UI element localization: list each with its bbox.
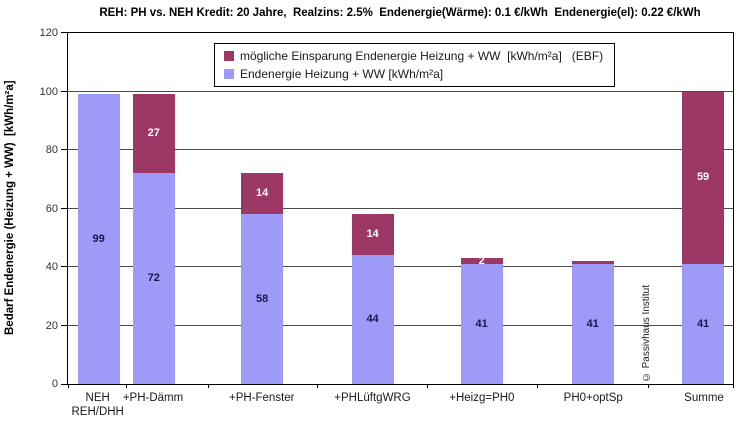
gridline [68,324,733,326]
y-tick-mark [61,384,68,385]
bar-value-label: 2 [478,254,485,267]
bar-segment-endenergie: 99 [77,94,120,384]
y-tick-mark [61,266,68,268]
x-tick-mark [68,384,69,388]
bar-segment-savings: 14 [351,214,394,256]
x-tick-mark [317,384,319,388]
bar-segment-endenergie: 41 [460,264,503,384]
legend-label-endenergie: Endenergie Heizung + WW [kWh/m²a] [240,67,444,81]
bar-4: 44 14 [351,33,394,384]
y-tick-label: 100 [39,85,58,98]
gridline [68,207,733,209]
bar-segment-endenergie: 41 [571,264,614,384]
bar-value-label: 14 [256,187,269,200]
x-category-label: +PHLüftgWRG [334,392,411,404]
bar-segment-savings: 2 [460,254,503,267]
x-axis-labels: NEH REH/DHH +PH-Dämm +PH-Fenster +PHLüftgWRG… [67,391,734,427]
x-tick-mark [537,384,539,388]
bar-value-label: 14 [366,228,379,241]
bar-segment-endenergie: 41 [682,264,725,384]
legend-item-endenergie: Endenergie Heizung + WW [kWh/m²a] [224,67,603,81]
y-tick-mark [61,32,68,33]
x-tick-mark [427,384,429,388]
y-tick-mark [61,149,68,151]
x-category-label: NEH REH/DHH [71,392,124,418]
bar-value-label: 41 [696,317,710,330]
bar-5: 41 2 [460,33,503,384]
y-tick-label: 120 [39,27,58,39]
bar-value-label: 27 [147,127,160,140]
x-category-label: +PH-Dämm [122,392,184,404]
chart-title: REH: PH vs. NEH Kredit: 20 Jahre, Realzi… [99,7,701,19]
y-tick-label: 60 [45,202,58,215]
y-tick-label: 0 [51,378,58,390]
bar-value-label: 41 [475,317,488,330]
y-axis-title: Bedarf Endenergie (Heizung + WW) [kWh/m²… [4,80,16,335]
x-category-label: Summe [684,392,724,404]
gridline [68,266,733,267]
gridline [68,90,733,92]
bar-segment-endenergie: 44 [351,255,394,384]
y-tick-mark [61,207,68,209]
x-tick-mark [647,384,649,388]
legend-swatch-endenergie-icon [224,69,234,79]
bar-value-label: 41 [586,317,599,330]
bar-2: 72 27 [132,33,175,384]
bar-segment-savings: 59 [682,91,725,265]
y-tick-mark [61,90,68,92]
bar-3: 58 14 [241,33,284,384]
bar-value-label: 44 [366,313,379,326]
y-tick-label: 80 [45,144,58,156]
copyright-watermark: © Passivhaus Institut [641,284,652,382]
bar-7: 41 59 [682,33,725,384]
x-tick-mark [126,384,128,388]
gridline [68,149,733,150]
bar-1: 99 [77,33,120,384]
y-tick-mark [61,324,68,326]
bar-segment-savings [571,261,614,265]
x-tick-mark [733,384,734,388]
y-tick-label: 20 [45,319,58,332]
x-tick-mark [207,384,209,388]
x-category-label: PH0+optSp [563,392,623,404]
bar-segment-savings: 14 [241,173,284,215]
legend-swatch-savings-icon [224,51,234,61]
bar-segment-savings: 27 [132,94,175,174]
legend-label-savings: mögliche Einsparung Endenergie Heizung +… [240,49,604,63]
bar-value-label: 99 [92,232,105,245]
bar-value-label: 59 [696,171,710,184]
bar-6: 41 [571,33,614,384]
bar-value-label: 58 [256,292,269,305]
legend-item-savings: mögliche Einsparung Endenergie Heizung +… [224,49,603,63]
x-category-label: +PH-Fenster [228,392,295,404]
y-tick-label: 40 [45,261,58,273]
x-category-label: +Heizg=PH0 [449,392,515,404]
bar-segment-endenergie: 58 [241,214,284,384]
plot-area: mögliche Einsparung Endenergie Heizung +… [40,27,734,390]
legend: mögliche Einsparung Endenergie Heizung +… [214,43,616,87]
bar-value-label: 72 [147,272,160,285]
bar-segment-endenergie: 72 [132,173,175,384]
